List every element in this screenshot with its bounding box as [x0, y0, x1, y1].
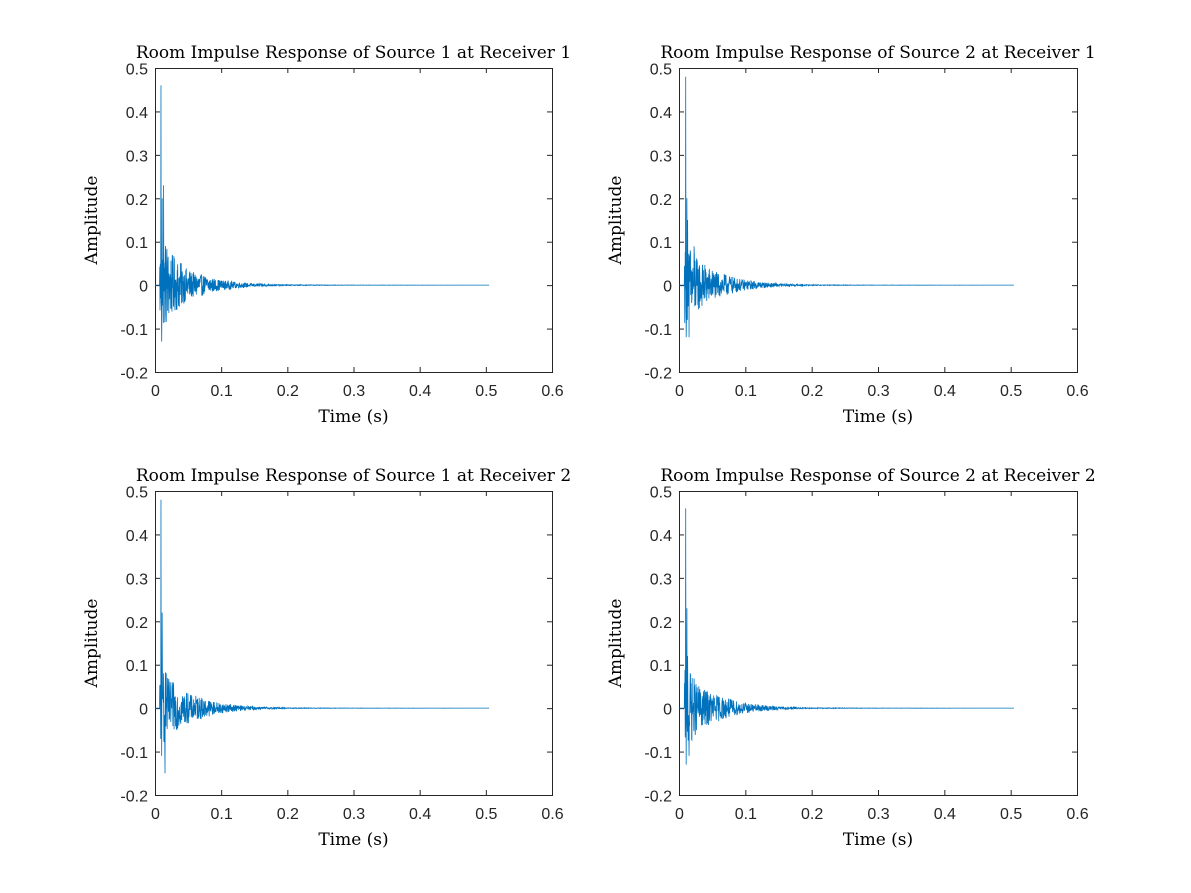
x-tick-label: 0.2 — [801, 383, 823, 400]
x-tick-label: 0.5 — [475, 806, 497, 823]
y-tick-label: 0.3 — [126, 148, 148, 165]
axes-box — [155, 68, 553, 373]
axes-box — [679, 68, 1078, 373]
y-tick-label: 0.2 — [126, 615, 148, 632]
y-tick-label: 0.1 — [650, 235, 672, 252]
impulse-response-line — [155, 85, 490, 342]
y-axis-label: Amplitude — [82, 176, 102, 266]
y-tick-label: -0.1 — [644, 745, 672, 762]
y-tick-label: -0.1 — [120, 745, 148, 762]
impulse-response-line — [155, 499, 490, 774]
x-tick-label: 0.2 — [277, 383, 299, 400]
y-tick-label: 0.2 — [650, 615, 672, 632]
subplot-2: 0 0.1 0.2 0.3 0.4 0.5 0.6 -0.2 -0.1 0 0.1 0.2 0.3 0.4… — [606, 43, 1096, 427]
x-tick-label: 0.5 — [1000, 383, 1022, 400]
chart-title: Room Impulse Response of Source 1 at Rec… — [136, 466, 571, 486]
y-tick-label: -0.2 — [644, 789, 672, 806]
y-axis-label: Amplitude — [606, 176, 626, 266]
x-axis-label: Time (s) — [318, 830, 388, 850]
y-tick-label: 0.5 — [650, 62, 672, 79]
y-tick-label: 0.3 — [126, 571, 148, 588]
y-tick-label: 0.4 — [650, 528, 672, 545]
y-tick-label: 0.2 — [650, 192, 672, 209]
x-tick-label: 0.1 — [211, 806, 233, 823]
y-tick-label: -0.2 — [120, 789, 148, 806]
chart-title: Room Impulse Response of Source 2 at Rec… — [660, 43, 1095, 63]
x-tick-label: 0.3 — [343, 383, 365, 400]
y-tick-label: 0.4 — [650, 105, 672, 122]
y-axis-label: Amplitude — [606, 599, 626, 689]
x-tick-label: 0 — [151, 806, 160, 823]
x-tick-label: 0.5 — [475, 383, 497, 400]
x-tick-label: 0.2 — [801, 806, 823, 823]
y-tick-label: 0.5 — [126, 485, 148, 502]
chart-title: Room Impulse Response of Source 2 at Rec… — [660, 466, 1095, 486]
impulse-response-line — [679, 76, 1014, 338]
x-tick-label: 0.6 — [541, 806, 563, 823]
x-axis-label: Time (s) — [318, 407, 388, 427]
axes-box — [155, 491, 553, 796]
x-tick-label: 0.4 — [409, 383, 431, 400]
subplot-4: 0 0.1 0.2 0.3 0.4 0.5 0.6 -0.2 -0.1 0 0.1 0.2 0.3 0.4… — [606, 466, 1096, 850]
x-tick-label: 0.4 — [409, 806, 431, 823]
x-tick-label: 0.1 — [211, 383, 233, 400]
y-tick-label: -0.2 — [120, 366, 148, 383]
x-tick-label: 0.1 — [735, 806, 757, 823]
x-tick-label: 0.2 — [277, 806, 299, 823]
x-tick-label: 0.3 — [343, 806, 365, 823]
y-tick-label: -0.1 — [644, 322, 672, 339]
y-tick-label: 0.1 — [650, 658, 672, 675]
y-tick-label: 0.4 — [126, 105, 148, 122]
y-tick-label: 0.1 — [126, 235, 148, 252]
y-tick-label: 0 — [139, 702, 148, 719]
y-tick-label: 0.1 — [126, 658, 148, 675]
y-tick-label: 0.3 — [650, 571, 672, 588]
y-tick-label: -0.2 — [644, 366, 672, 383]
impulse-response-line — [679, 508, 1014, 765]
x-tick-label: 0.6 — [1066, 383, 1088, 400]
subplot-1: 0 0.1 0.2 0.3 0.4 0.5 0.6 -0.2 -0.1 0 0.1 0.2 0.3 0.4… — [82, 43, 571, 427]
y-tick-label: 0 — [663, 279, 672, 296]
y-axis-label: Amplitude — [82, 599, 102, 689]
x-axis-label: Time (s) — [843, 407, 913, 427]
x-tick-label: 0.6 — [541, 383, 563, 400]
x-tick-label: 0.6 — [1066, 806, 1088, 823]
x-tick-label: 0.4 — [934, 383, 956, 400]
y-tick-label: -0.1 — [120, 322, 148, 339]
x-axis-label: Time (s) — [843, 830, 913, 850]
y-tick-label: 0.2 — [126, 192, 148, 209]
x-tick-label: 0.4 — [934, 806, 956, 823]
x-tick-label: 0 — [675, 383, 684, 400]
x-tick-label: 0.3 — [867, 383, 889, 400]
x-tick-label: 0 — [151, 383, 160, 400]
chart-title: Room Impulse Response of Source 1 at Rec… — [136, 43, 571, 63]
subplot-3: 0 0.1 0.2 0.3 0.4 0.5 0.6 -0.2 -0.1 0 0.1 0.2 0.3 0.4… — [82, 466, 571, 850]
y-tick-label: 0 — [663, 702, 672, 719]
y-tick-label: 0.4 — [126, 528, 148, 545]
x-tick-label: 0.3 — [867, 806, 889, 823]
y-tick-label: 0 — [139, 279, 148, 296]
x-tick-label: 0.5 — [1000, 806, 1022, 823]
y-tick-label: 0.5 — [126, 62, 148, 79]
y-tick-label: 0.5 — [650, 485, 672, 502]
x-tick-label: 0 — [675, 806, 684, 823]
axes-box — [679, 491, 1078, 796]
x-tick-label: 0.1 — [735, 383, 757, 400]
y-tick-label: 0.3 — [650, 148, 672, 165]
